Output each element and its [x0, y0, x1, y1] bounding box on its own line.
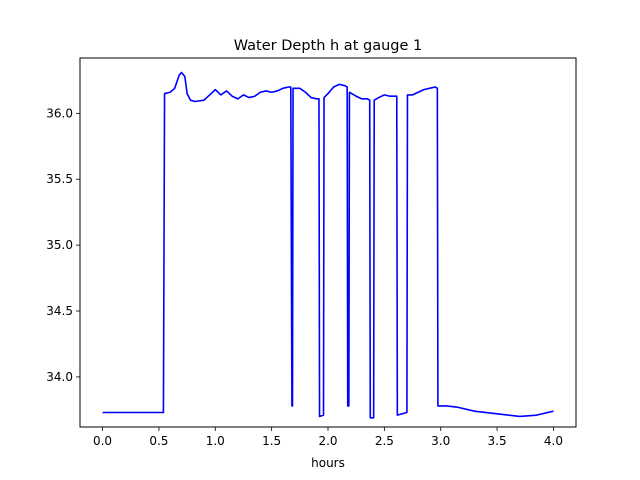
y-tick-label: 35.5 [46, 172, 73, 186]
series-line-1 [102, 71, 554, 419]
x-tick-label: 2.0 [318, 434, 337, 448]
y-tick-label: 34.5 [46, 304, 73, 318]
plot-content [102, 71, 554, 419]
y-tick-label: 35.0 [46, 238, 73, 252]
x-axis: 0.0 0.5 1.0 1.5 2.0 2.5 3.0 3.5 4.0 [93, 427, 563, 448]
x-axis-label: hours [311, 456, 345, 470]
x-tick-label: 1.0 [206, 434, 225, 448]
x-tick-label: 1.5 [262, 434, 281, 448]
chart-title: Water Depth h at gauge 1 [234, 38, 422, 54]
x-tick-label: 4.0 [544, 434, 563, 448]
y-tick-label: 34.0 [46, 370, 73, 384]
x-tick-label: 0.5 [149, 434, 168, 448]
x-tick-label: 0.0 [93, 434, 112, 448]
y-tick-label: 36.0 [46, 106, 73, 120]
y-axis: 34.0 34.5 35.0 35.5 36.0 [46, 106, 80, 384]
x-tick-label: 3.5 [488, 434, 507, 448]
x-tick-label: 3.0 [431, 434, 450, 448]
x-tick-label: 2.5 [375, 434, 394, 448]
